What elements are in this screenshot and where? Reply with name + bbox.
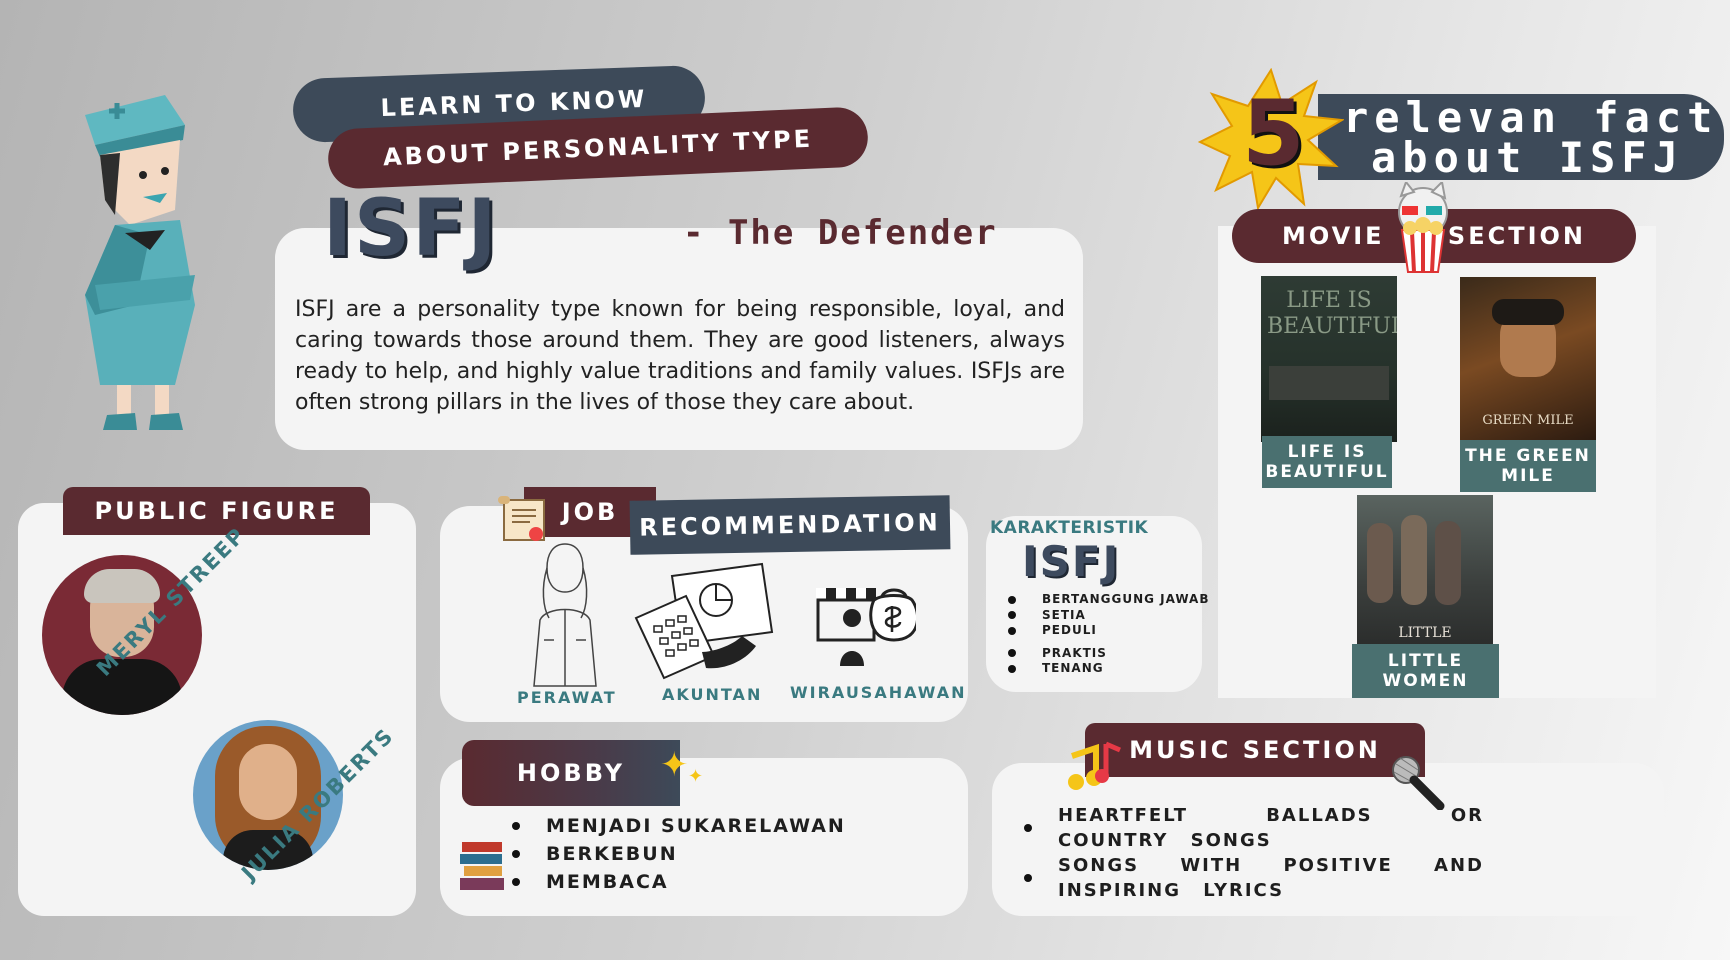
entrepreneur-shop-icon xyxy=(816,588,916,666)
job-label-akuntan: AKUNTAN xyxy=(662,685,763,704)
karakteristik-list: BERTANGGUNG JAWAB SETIA PEDULI PRAKTIS T… xyxy=(1008,592,1210,677)
karakteristik-item: SETIA xyxy=(1008,608,1210,624)
hobby-header: HOBBY xyxy=(462,740,680,806)
accountant-calculator-icon xyxy=(634,562,774,680)
defender-subtitle: - The Defender xyxy=(683,213,998,253)
julia-roberts-photo xyxy=(193,720,343,870)
music-title: MUSIC SECTION xyxy=(1129,736,1381,764)
section-label: SECTION xyxy=(1447,222,1586,250)
karakteristik-item: TENANG xyxy=(1008,661,1210,677)
music-notes-icon xyxy=(1068,741,1121,790)
description-card: ISFJ are a personality type known for be… xyxy=(275,228,1083,450)
scroll-certificate-icon xyxy=(498,496,545,541)
poster-title-text: GREEN MILE xyxy=(1482,413,1574,428)
karakteristik-card xyxy=(986,516,1202,692)
hobby-item: MEMBACA xyxy=(512,868,846,896)
sparkle-icon: ✦ xyxy=(688,766,704,787)
job-label-wirausahawan: WIRAUSAHAWAN xyxy=(790,683,967,702)
music-list: HEARTFELT BALLADS OR COUNTRY SONGS SONGS… xyxy=(1024,803,1484,903)
public-figure-header: PUBLIC FIGURE xyxy=(63,487,370,535)
description-text: ISFJ are a personality type known for be… xyxy=(295,297,1065,415)
caption-green-mile: THE GREEN MILE xyxy=(1460,440,1596,492)
karakteristik-item: BERTANGGUNG JAWAB xyxy=(1008,592,1210,608)
caption-little-women: LITTLE WOMEN xyxy=(1352,644,1499,698)
caption-life-is-beautiful: LIFE IS BEAUTIFUL xyxy=(1262,436,1392,488)
recommendation-title: RECOMMENDATION xyxy=(638,508,942,542)
hobby-item: MENJADI SUKARELAWAN xyxy=(512,812,846,840)
meryl-streep-photo xyxy=(42,555,202,715)
karakteristik-item: PRAKTIS xyxy=(1008,646,1210,662)
karakteristik-code: ISFJ xyxy=(1022,537,1121,586)
poster-title-text: LITTLE xyxy=(1398,625,1452,641)
music-header: MUSIC SECTION xyxy=(1085,723,1425,777)
facts-line-1: relevan fact xyxy=(1343,93,1719,142)
isfj-title: ISFJ xyxy=(323,184,499,274)
hobby-item: BERKEBUN xyxy=(512,840,846,868)
karakteristik-title: KARAKTERISTIK xyxy=(990,518,1149,538)
poster-little-women: LITTLE xyxy=(1357,495,1493,645)
about-personality-text: ABOUT PERSONALITY TYPE xyxy=(382,124,814,172)
poster-title-text: LIFE IS BEAUTIFUL xyxy=(1267,288,1397,339)
popcorn-cat-icon xyxy=(1398,182,1448,273)
poster-life-is-beautiful: LIFE IS BEAUTIFUL xyxy=(1261,276,1397,442)
facts-line-2: about ISFJ xyxy=(1371,133,1684,182)
music-card xyxy=(992,763,1664,916)
recommendation-header: RECOMMENDATION xyxy=(629,495,951,555)
job-label-perawat: PERAWAT xyxy=(517,688,617,707)
sparkle-icon: ✦ xyxy=(660,745,689,785)
microphone-icon xyxy=(1392,756,1445,810)
books-icon xyxy=(460,842,504,890)
music-item: SONGS WITH POSITIVE AND INSPIRING LYRICS xyxy=(1024,853,1484,903)
defender-character-illustration xyxy=(85,95,195,430)
hobby-list: MENJADI SUKARELAWAN BERKEBUN MEMBACA xyxy=(512,812,846,896)
public-figure-title: PUBLIC FIGURE xyxy=(94,497,339,525)
job-title: JOB xyxy=(561,498,619,526)
poster-green-mile: GREEN MILE xyxy=(1460,277,1596,443)
starburst-icon xyxy=(1198,68,1344,210)
facts-number: 5 xyxy=(1242,81,1305,186)
movie-label: MOVIE xyxy=(1282,222,1385,250)
nurse-icon xyxy=(533,543,597,687)
karakteristik-item: PEDULI xyxy=(1008,623,1210,639)
facts-banner xyxy=(1318,94,1724,180)
hobby-title: HOBBY xyxy=(516,759,626,787)
music-item: HEARTFELT BALLADS OR COUNTRY SONGS xyxy=(1024,803,1484,853)
